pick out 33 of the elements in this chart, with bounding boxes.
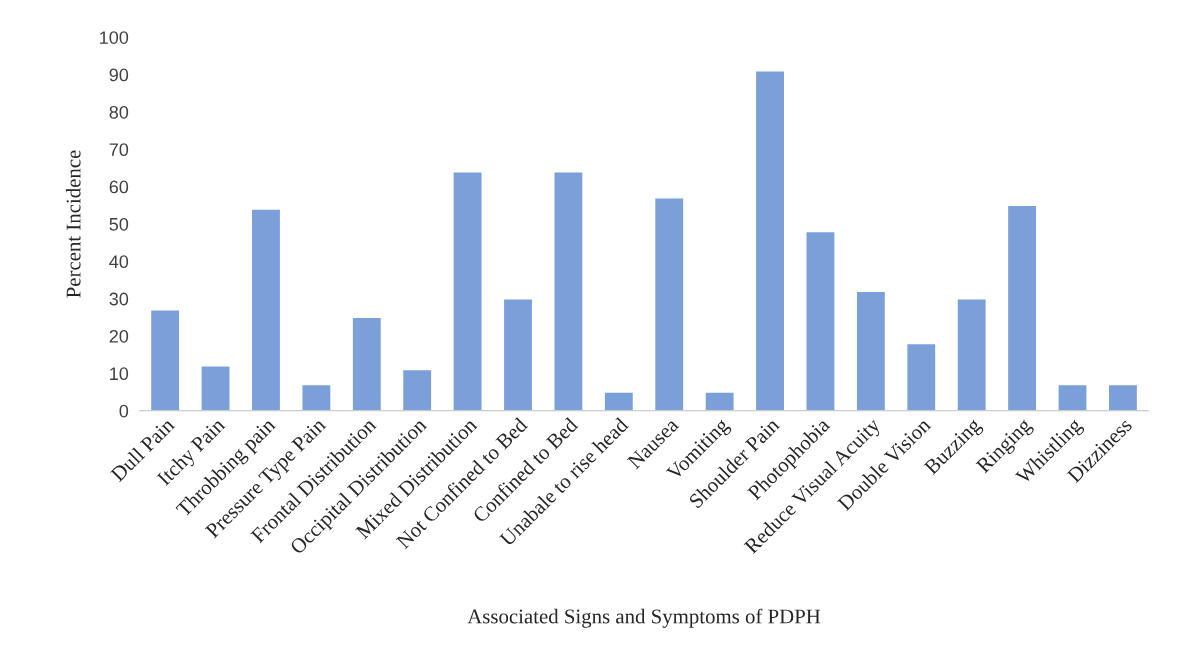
bar — [1057, 383, 1088, 411]
y-tick-label: 40 — [109, 255, 129, 269]
bar — [401, 368, 433, 411]
bar — [855, 290, 887, 411]
y-tick-label: 80 — [109, 105, 129, 119]
bar — [956, 297, 988, 411]
y-tick-label: 50 — [109, 217, 129, 231]
bar — [704, 391, 735, 411]
bar — [905, 342, 937, 411]
y-axis-title: Percent Incidence — [65, 150, 81, 298]
y-tick-label: 0 — [119, 404, 129, 418]
y-tick-label: 10 — [110, 367, 129, 381]
bar — [250, 208, 282, 411]
bar — [805, 230, 836, 411]
y-tick-label: 100 — [100, 31, 129, 44]
y-tick-label: 20 — [109, 329, 129, 343]
y-tick-label: 60 — [109, 180, 129, 194]
y-tick-label: 30 — [109, 292, 129, 306]
bar — [351, 316, 383, 411]
bar — [200, 365, 231, 411]
bar — [553, 171, 584, 411]
x-axis-title: Associated Signs and Symptoms of PDPH — [467, 608, 821, 628]
y-tick-label: 70 — [109, 143, 129, 157]
bar — [603, 391, 635, 411]
bar — [754, 70, 786, 411]
bar — [653, 197, 685, 411]
bar — [1006, 204, 1038, 411]
bar — [452, 171, 483, 411]
y-tick-label: 90 — [109, 68, 129, 82]
bar — [301, 383, 332, 411]
bar — [1107, 383, 1139, 411]
bar — [502, 297, 534, 411]
bar — [149, 309, 181, 411]
